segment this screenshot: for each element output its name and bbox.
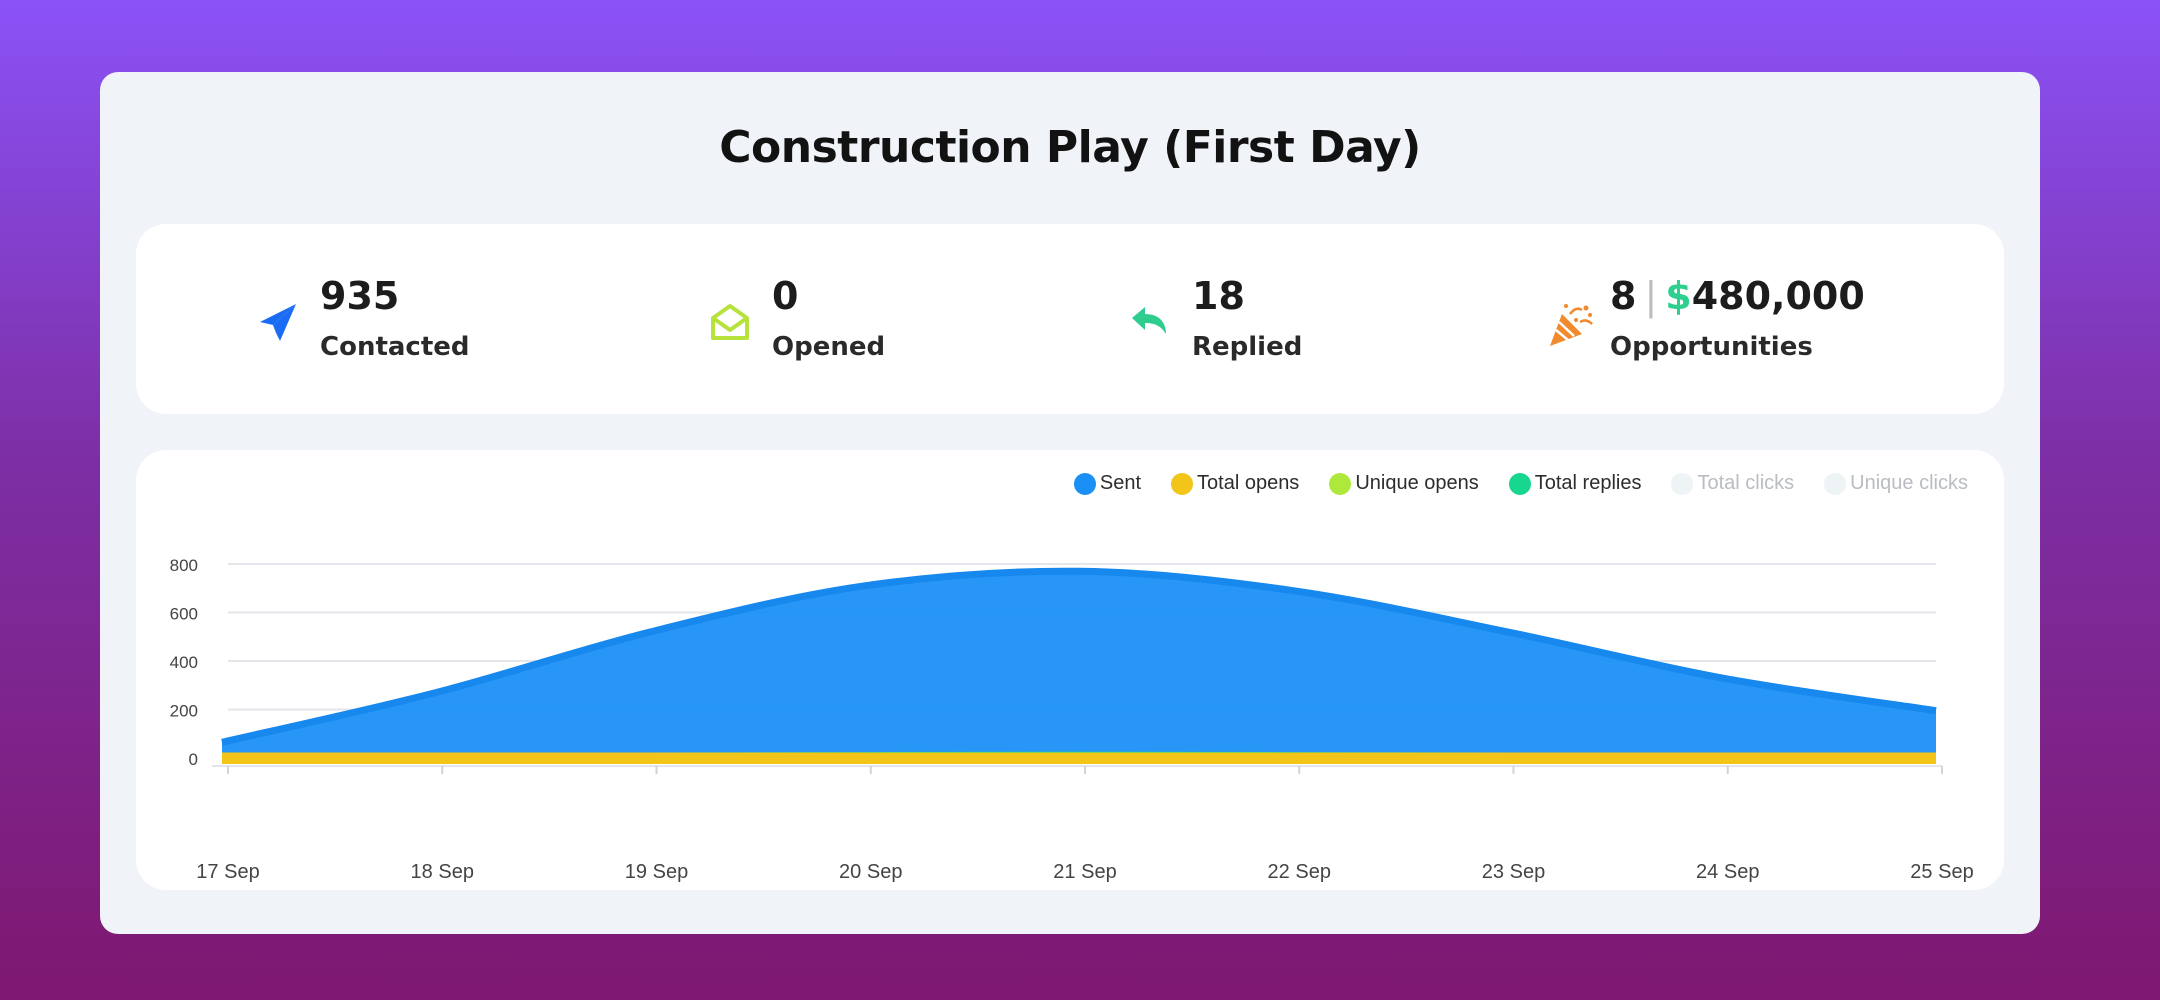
legend-marker: [1073, 472, 1096, 495]
legend-item-total-clicks[interactable]: Total clicks: [1671, 472, 1794, 495]
legend-item-unique-opens[interactable]: Unique opens: [1329, 472, 1479, 495]
opportunities-count: 8: [1610, 274, 1637, 318]
opened-label: Opened: [772, 332, 886, 362]
y-tick-label: 600: [170, 605, 198, 624]
opportunities-value: 8 | $480,000: [1610, 274, 1865, 318]
page-title: Construction Play (First Day): [719, 122, 1421, 173]
paper-plane-icon: [256, 300, 300, 344]
legend-marker: [1824, 472, 1847, 495]
replied-value: 18: [1192, 274, 1245, 318]
y-tick-label: 200: [170, 702, 198, 721]
legend-label: Total opens: [1197, 472, 1300, 494]
activity-chart-panel: Sent Total opens Unique opens Total replies…: [136, 450, 2004, 890]
legend-label: Sent: [1099, 472, 1142, 494]
legend-item-total-replies[interactable]: Total replies: [1508, 472, 1642, 495]
activity-chart: 0 200 400 600 800 17 Sep 18 Sep 19 Sep 20 Sep 21 …: [170, 556, 1974, 883]
replied-label: Replied: [1192, 332, 1303, 362]
currency-symbol: $: [1665, 274, 1692, 318]
contacted-value: 935: [320, 274, 400, 318]
campaign-card: Construction Play (First Day) 935 Contac…: [100, 72, 2040, 934]
open-envelope-icon: [708, 300, 752, 344]
series-area-sent: [222, 571, 1936, 764]
x-tick-label: 19 Sep: [625, 861, 688, 883]
x-tick-label: 22 Sep: [1268, 861, 1331, 883]
chart-legend: Sent Total opens Unique opens Total replies…: [1044, 472, 1968, 495]
stats-panel: 935 Contacted 0 Opened 18 Replied: [136, 224, 2004, 414]
opened-value: 0: [772, 274, 799, 318]
legend-marker: [1508, 472, 1531, 495]
opportunities-separator: |: [1644, 274, 1658, 318]
legend-marker: [1671, 472, 1694, 495]
x-tick-label: 20 Sep: [839, 861, 902, 883]
legend-label: Total replies: [1534, 472, 1642, 494]
legend-marker: [1329, 472, 1352, 495]
x-tick-label: 17 Sep: [196, 861, 259, 883]
x-tick-label: 23 Sep: [1482, 861, 1545, 883]
contacted-label: Contacted: [320, 332, 470, 362]
y-tick-label: 400: [170, 653, 198, 672]
opportunities-amount: 480,000: [1691, 274, 1865, 318]
legend-label: Total clicks: [1697, 472, 1795, 494]
legend-item-unique-clicks[interactable]: Unique clicks: [1824, 472, 1968, 495]
legend-item-sent[interactable]: Sent: [1073, 472, 1142, 495]
y-tick-label: 0: [189, 750, 198, 769]
x-tick-label: 25 Sep: [1910, 861, 1973, 883]
reply-arrow-icon: [1128, 300, 1172, 344]
legend-item-total-opens[interactable]: Total opens: [1171, 472, 1299, 495]
x-tick-label: 21 Sep: [1053, 861, 1116, 883]
legend-marker: [1171, 472, 1194, 495]
opportunities-label: Opportunities: [1610, 332, 1813, 362]
legend-label: Unique opens: [1355, 472, 1479, 494]
x-tick-label: 24 Sep: [1696, 861, 1759, 883]
party-popper-icon: [1546, 300, 1593, 346]
x-tick-label: 18 Sep: [411, 861, 474, 883]
legend-label: Unique clicks: [1850, 472, 1968, 494]
y-tick-label: 800: [170, 556, 198, 575]
